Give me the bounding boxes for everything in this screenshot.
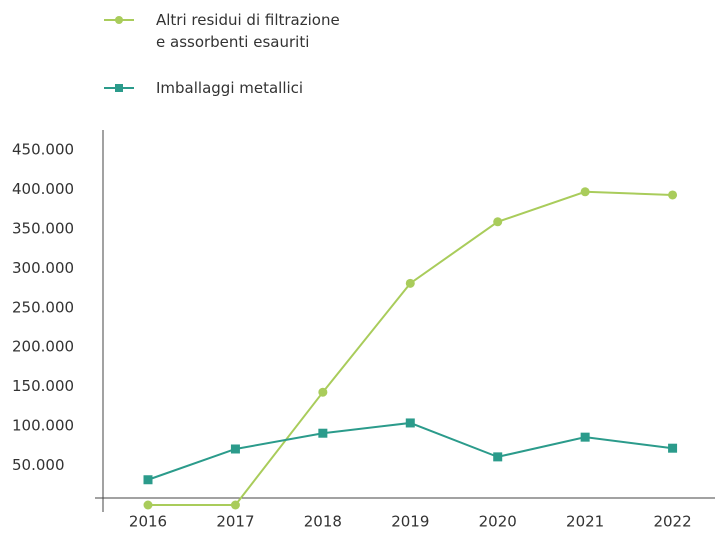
- data-point: [405, 418, 415, 428]
- y-tick-label: 50.000: [12, 456, 65, 474]
- series-line: [147, 421, 673, 481]
- x-tick-label: 2020: [479, 513, 517, 531]
- data-point: [230, 500, 240, 510]
- y-tick-label: 100.000: [12, 417, 74, 435]
- data-point: [668, 443, 678, 453]
- data-point: [668, 190, 678, 200]
- legend-label: Imballaggi metallici: [156, 79, 303, 97]
- data-point: [580, 187, 590, 197]
- y-tick-label: 200.000: [12, 338, 74, 356]
- y-tick-label: 150.000: [12, 377, 74, 395]
- x-tick-label: 2016: [129, 513, 167, 531]
- data-point: [405, 278, 415, 288]
- data-point: [580, 432, 590, 442]
- y-tick-label: 300.000: [12, 259, 74, 277]
- data-point: [230, 444, 240, 454]
- data-point: [318, 387, 328, 397]
- y-tick-label: 350.000: [12, 219, 74, 237]
- y-tick-label: 450.000: [12, 141, 74, 159]
- series-line: [148, 190, 673, 506]
- data-point: [493, 217, 503, 227]
- data-point: [493, 452, 503, 462]
- legend-marker: [115, 16, 123, 24]
- legend-marker: [115, 84, 123, 92]
- x-tick-label: 2018: [304, 513, 342, 531]
- x-tick-label: 2022: [653, 513, 691, 531]
- y-tick-label: 250.000: [12, 298, 74, 316]
- x-tick-label: 2017: [216, 513, 254, 531]
- y-tick-label: 400.000: [12, 180, 74, 198]
- x-tick-label: 2019: [391, 513, 429, 531]
- data-point: [143, 475, 153, 485]
- data-point: [318, 428, 328, 438]
- x-tick-label: 2021: [566, 513, 604, 531]
- legend-label: Altri residui di filtrazione e assorbenti…: [156, 11, 340, 51]
- data-point: [143, 500, 153, 510]
